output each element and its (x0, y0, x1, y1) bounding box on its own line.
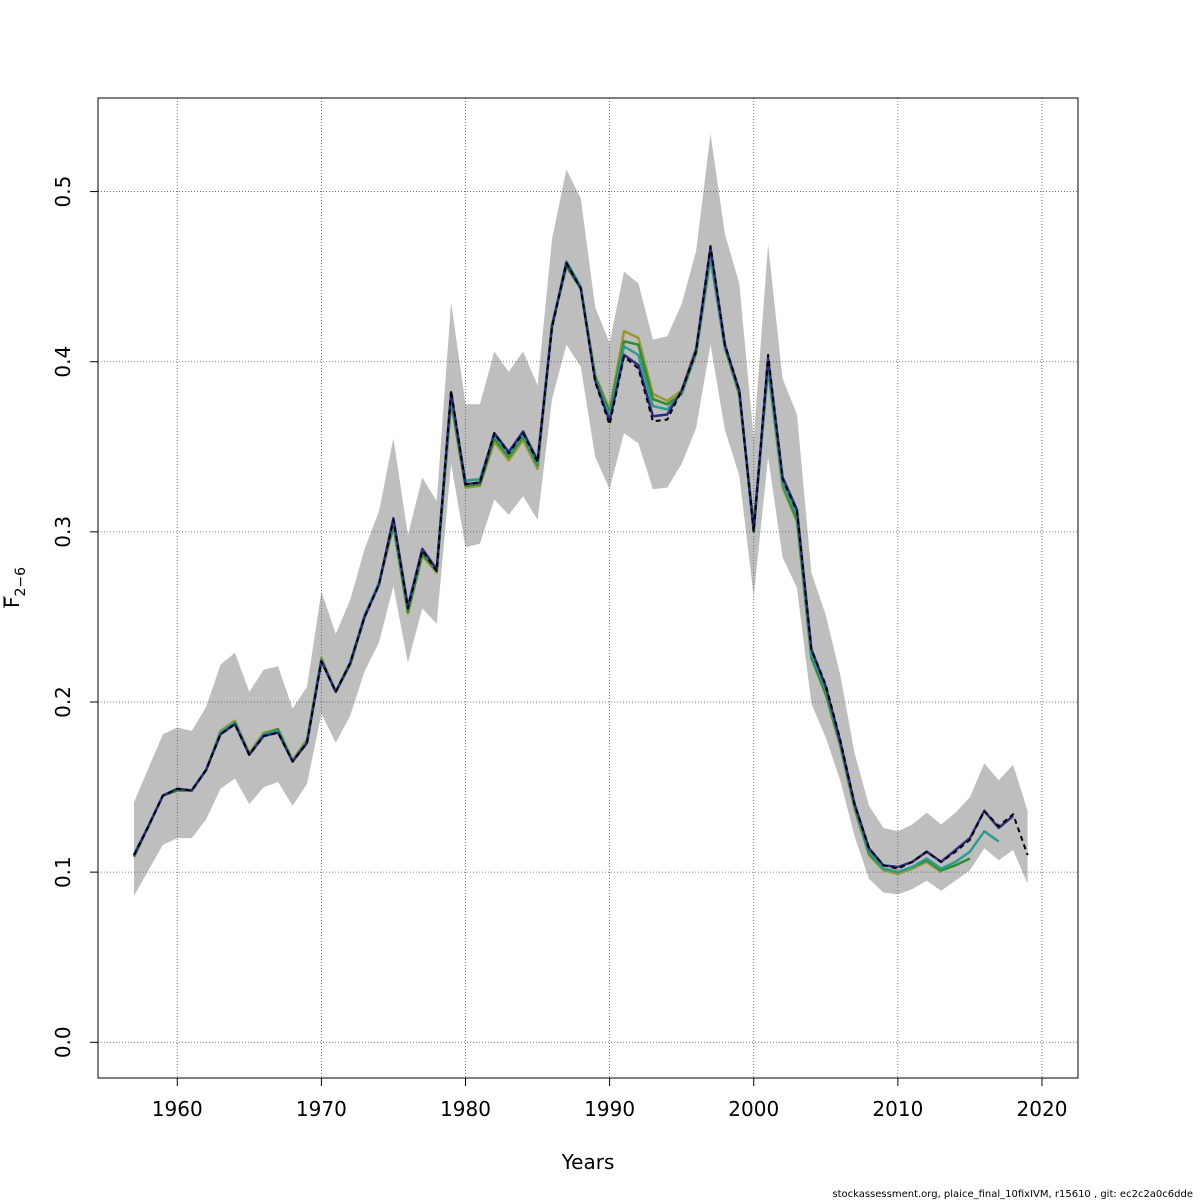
x-tick-label: 1970 (296, 1097, 347, 1121)
confidence-band (134, 133, 1028, 896)
plot-frame (97, 97, 1079, 1079)
y-axis-title-subscript: 2−6 (13, 567, 29, 597)
x-tick-label: 1980 (440, 1097, 491, 1121)
y-tick-label: 0.2 (51, 686, 75, 718)
y-tick-label: 0.5 (51, 176, 75, 208)
y-tick-label: 0.4 (51, 346, 75, 378)
y-axis-title-main: F (0, 596, 24, 608)
x-axis-title: Years (561, 1150, 615, 1174)
y-tick-label: 0.1 (51, 856, 75, 888)
svg-text:F2−6: F2−6 (0, 567, 29, 608)
y-axis-title: F2−6 (0, 567, 29, 608)
y-tick-label: 0.0 (51, 1026, 75, 1058)
y-tick-label: 0.3 (51, 516, 75, 548)
confidence-band-layer (134, 133, 1028, 896)
x-tick-label: 2020 (1017, 1097, 1068, 1121)
x-tick-label: 1960 (152, 1097, 203, 1121)
axis-layer: 1960 1970 1980 1990 2000 2010 2020 0.0 0.1 0.2 0.3… (51, 176, 1067, 1121)
footer-note: stockassessment.org, plaice_final_10fixI… (832, 1189, 1193, 1200)
grid-layer (98, 98, 1078, 1078)
series-layer (132, 245, 1029, 876)
x-tick-label: 2010 (872, 1097, 923, 1121)
x-tick-label: 2000 (728, 1097, 779, 1121)
series-line-1 (133, 245, 1029, 870)
x-tick-label: 1990 (584, 1097, 635, 1121)
